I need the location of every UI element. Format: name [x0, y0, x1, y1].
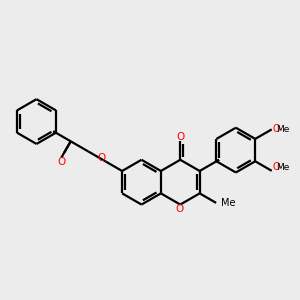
Text: O: O	[176, 132, 184, 142]
Text: O: O	[98, 154, 106, 164]
Text: Me: Me	[221, 198, 236, 208]
Text: O: O	[58, 157, 66, 167]
Text: O: O	[272, 162, 280, 172]
Text: O: O	[176, 204, 184, 214]
Text: O: O	[272, 124, 280, 134]
Text: Me: Me	[276, 125, 290, 134]
Text: Me: Me	[276, 163, 290, 172]
